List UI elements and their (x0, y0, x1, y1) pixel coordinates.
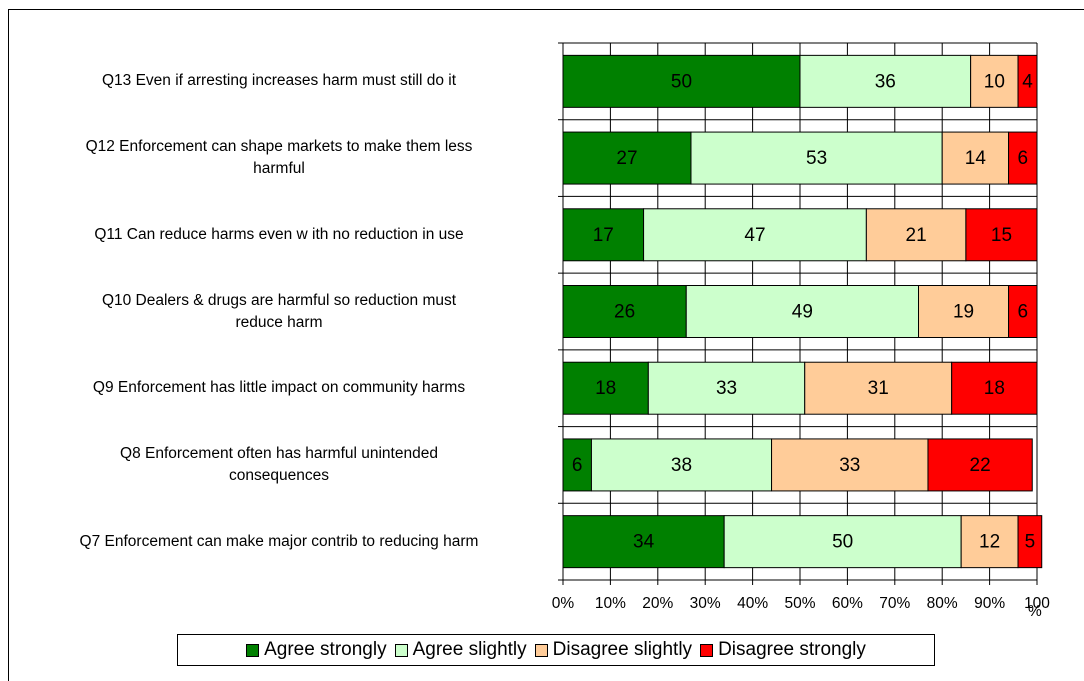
chart-frame (8, 9, 1084, 681)
x-tick-label: 10% (595, 595, 626, 612)
data-label: 53 (806, 148, 827, 169)
x-tick-label: 70% (879, 595, 910, 612)
x-tick-label: 90% (974, 595, 1005, 612)
bar-segment (562, 361, 649, 415)
category-label-line: reduce harm (235, 313, 323, 331)
category-label: Q12 Enforcement can shape markets to mak… (9, 136, 549, 180)
legend-item: Disagree slightly (534, 639, 693, 661)
category-label-line: harmful (253, 160, 305, 178)
bar-segment (1017, 54, 1038, 108)
data-label: 17 (593, 225, 614, 246)
bar-segment (1008, 285, 1038, 338)
data-label: 6 (1017, 148, 1028, 169)
data-label: 47 (744, 225, 765, 246)
x-tick-label: 30% (690, 595, 721, 612)
bar-segment (685, 285, 919, 338)
data-label: 15 (991, 225, 1012, 246)
x-tick-label: 20% (642, 595, 673, 612)
x-tick-label: 100 (1024, 595, 1050, 612)
bar-segment (865, 208, 967, 262)
data-label: 21 (906, 225, 927, 246)
legend-item: Agree slightly (394, 639, 527, 661)
data-label: 31 (868, 378, 889, 399)
bar-segment (927, 438, 1033, 492)
legend-item: Agree strongly (246, 639, 387, 661)
x-tick-label: 80% (927, 595, 958, 612)
category-label-line: Q12 Enforcement can shape markets to mak… (85, 138, 473, 156)
data-label: 6 (572, 455, 583, 476)
legend-item: Disagree strongly (700, 639, 866, 661)
bar-segment (723, 515, 962, 569)
bar-segment (647, 361, 806, 415)
x-tick-label: 0% (552, 595, 575, 612)
category-label: Q8 Enforcement often has harmful uninten… (9, 443, 549, 487)
data-label: 50 (671, 71, 692, 92)
bar-segment (771, 438, 929, 492)
category-label: Q13 Even if arresting increases harm mus… (9, 70, 549, 92)
category-label-line: Q13 Even if arresting increases harm mus… (101, 72, 457, 90)
category-label-line: consequences (229, 466, 329, 484)
data-label: 27 (616, 148, 637, 169)
bar-segment (562, 131, 692, 185)
legend-swatch (246, 643, 260, 657)
data-label: 50 (832, 532, 853, 553)
bar-segment (643, 208, 867, 262)
data-label: 34 (633, 532, 655, 553)
data-label: 36 (875, 71, 896, 92)
data-label: 38 (671, 455, 692, 476)
bar-segment (1017, 515, 1043, 569)
bar-segment (690, 131, 943, 185)
data-label: 33 (839, 455, 860, 476)
x-tick-label: 50% (784, 595, 815, 612)
data-label: 14 (965, 148, 987, 169)
bar-segment (562, 208, 645, 262)
legend-swatch (394, 643, 408, 657)
bar-segment (1008, 131, 1038, 185)
category-label-line: Q7 Enforcement can make major contrib to… (79, 532, 479, 550)
data-label: 22 (970, 455, 991, 476)
x-tick-label: 60% (832, 595, 863, 612)
category-label: Q7 Enforcement can make major contrib to… (9, 531, 549, 553)
legend-swatch (700, 643, 714, 657)
x-tick-label: 40% (737, 595, 768, 612)
data-label: 26 (614, 302, 635, 323)
bar-segment (804, 361, 953, 415)
bar-segment (960, 515, 1019, 569)
data-label: 18 (984, 378, 1005, 399)
bar-segment (970, 54, 1019, 108)
bar-segment (951, 361, 1038, 415)
data-label: 10 (984, 71, 1005, 92)
category-label-line: Q9 Enforcement has little impact on comm… (92, 379, 466, 397)
bar-segment (799, 54, 972, 108)
data-label: 5 (1025, 532, 1036, 553)
category-label: Q9 Enforcement has little impact on comm… (9, 377, 549, 399)
bar-segment (562, 515, 725, 569)
category-label-line: Q8 Enforcement often has harmful uninten… (120, 444, 438, 462)
legend-label: Agree slightly (412, 639, 527, 660)
bar-segment (941, 131, 1010, 185)
data-label: 6 (1017, 302, 1028, 323)
bar-segment (562, 285, 687, 338)
legend-label: Agree strongly (264, 639, 387, 660)
x-axis-unit-label: % (1028, 603, 1042, 620)
bar-segment (965, 208, 1038, 262)
legend-label: Disagree slightly (552, 639, 693, 660)
legend-label: Disagree strongly (718, 639, 866, 660)
category-label: Q10 Dealers & drugs are harmful so reduc… (9, 290, 549, 334)
data-label: 18 (595, 378, 616, 399)
legend: Agree strongly Agree slightly Disagree sli… (177, 634, 935, 666)
data-label: 12 (979, 532, 1000, 553)
category-label: Q11 Can reduce harms even w ith no reduc… (9, 224, 549, 246)
data-label: 4 (1022, 71, 1033, 92)
category-label-line: Q11 Can reduce harms even w ith no reduc… (94, 225, 464, 243)
data-label: 19 (953, 302, 974, 323)
bar-segment (562, 54, 801, 108)
data-label: 33 (716, 378, 737, 399)
data-label: 49 (792, 302, 813, 323)
legend-swatch (534, 643, 548, 657)
bar-segment (590, 438, 773, 492)
category-label-line: Q10 Dealers & drugs are harmful so reduc… (101, 291, 457, 309)
